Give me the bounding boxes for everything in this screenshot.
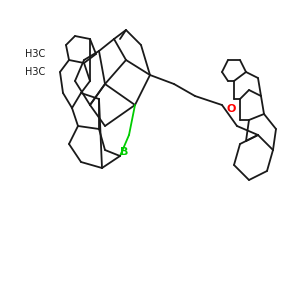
- Text: B: B: [120, 147, 129, 158]
- Text: H3C: H3C: [25, 67, 45, 77]
- Text: O: O: [227, 104, 236, 115]
- Text: H3C: H3C: [25, 49, 45, 59]
